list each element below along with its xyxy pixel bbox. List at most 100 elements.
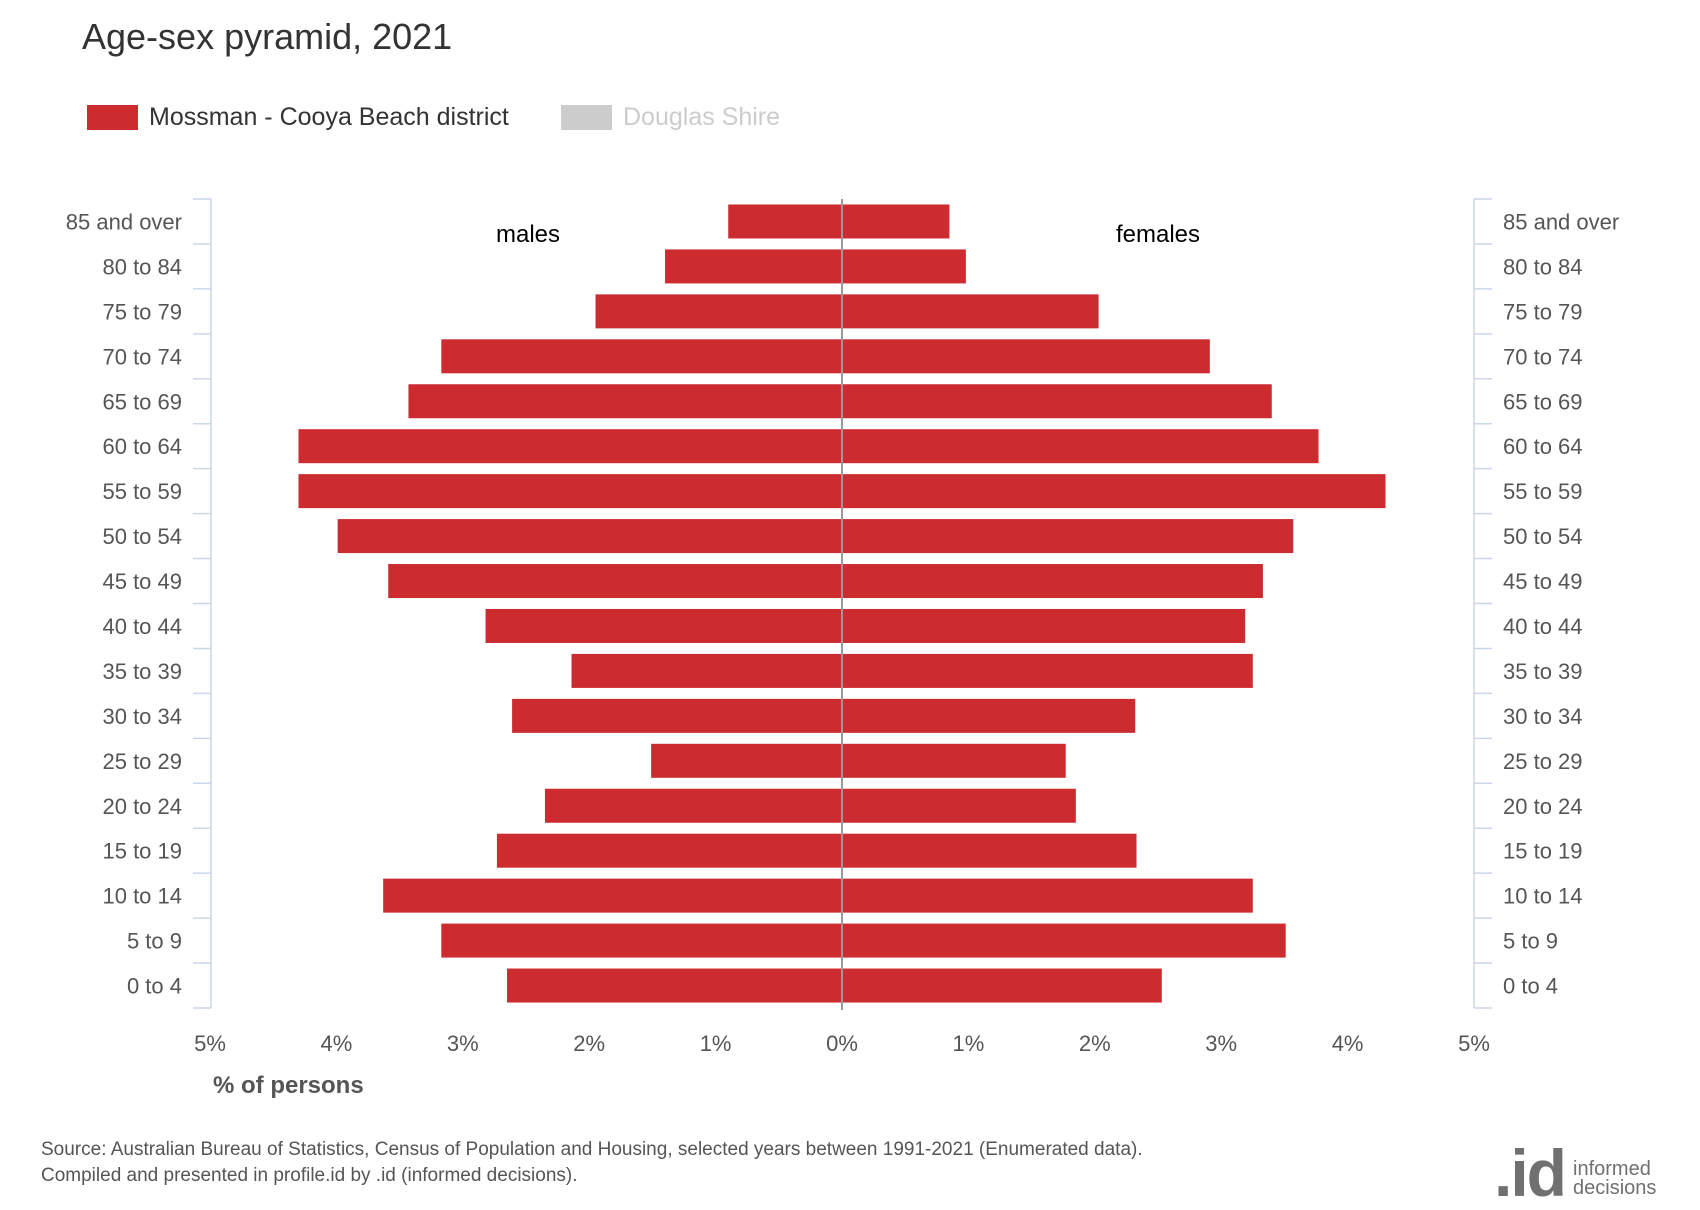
bar-female-5[interactable] (842, 429, 1319, 464)
x-axis-title: % of persons (213, 1072, 364, 1099)
bar-male-5[interactable] (298, 429, 843, 464)
bar-female-16[interactable] (842, 923, 1286, 958)
age-label-left: 80 to 84 (102, 254, 182, 279)
x-tick-label: 0% (826, 1031, 858, 1056)
bar-male-8[interactable] (388, 564, 842, 599)
logo-text-line-2: decisions (1573, 1177, 1657, 1199)
bar-female-15[interactable] (842, 878, 1253, 913)
age-label-right: 80 to 84 (1503, 254, 1583, 279)
age-label-right: 75 to 79 (1503, 299, 1583, 324)
age-label-right: 5 to 9 (1503, 929, 1558, 954)
age-label-left: 5 to 9 (127, 929, 182, 954)
x-tick-label: 2% (1079, 1031, 1111, 1056)
bar-male-14[interactable] (496, 833, 842, 868)
x-tick-label: 5% (194, 1031, 226, 1056)
bar-male-6[interactable] (298, 474, 843, 509)
bar-female-6[interactable] (842, 474, 1386, 509)
bar-female-9[interactable] (842, 608, 1246, 643)
bars (298, 204, 1386, 1003)
age-label-right: 85 and over (1503, 209, 1619, 234)
x-tick-label: 4% (1332, 1031, 1364, 1056)
bar-male-15[interactable] (383, 878, 842, 913)
bar-female-13[interactable] (842, 788, 1076, 823)
age-label-right: 10 to 14 (1503, 884, 1583, 909)
age-label-left: 35 to 39 (102, 659, 182, 684)
source-note: Source: Australian Bureau of Statistics,… (41, 1137, 1143, 1189)
bar-male-11[interactable] (512, 698, 842, 733)
bar-female-1[interactable] (842, 249, 966, 284)
x-tick-label: 3% (1205, 1031, 1237, 1056)
age-label-right: 35 to 39 (1503, 659, 1583, 684)
age-label-left: 40 to 44 (102, 614, 182, 639)
age-label-left: 70 to 74 (102, 344, 182, 369)
bar-female-17[interactable] (842, 968, 1162, 1003)
bar-male-1[interactable] (665, 249, 842, 284)
age-label-left: 0 to 4 (127, 974, 182, 999)
age-label-left: 60 to 64 (102, 434, 182, 459)
legend-swatch-douglas-shire (561, 104, 612, 130)
logo-mark: .id (1494, 1136, 1567, 1210)
age-label-right: 65 to 69 (1503, 389, 1583, 414)
bar-female-11[interactable] (842, 698, 1136, 733)
bar-female-0[interactable] (842, 204, 950, 239)
age-label-left: 30 to 34 (102, 704, 182, 729)
x-tick-label: 1% (700, 1031, 732, 1056)
bar-male-13[interactable] (544, 788, 842, 823)
legend-label-mossman: Mossman - Cooya Beach district (149, 102, 509, 131)
bar-female-3[interactable] (842, 339, 1210, 374)
bar-male-4[interactable] (408, 384, 842, 419)
age-label-right: 15 to 19 (1503, 839, 1583, 864)
age-labels: 85 and over 85 and over 80 to 84 80 to 84 75… (66, 209, 1619, 998)
age-label-left: 15 to 19 (102, 839, 182, 864)
age-label-right: 55 to 59 (1503, 479, 1583, 504)
bar-male-2[interactable] (595, 294, 842, 329)
age-label-left: 55 to 59 (102, 479, 182, 504)
x-tick-label: 4% (321, 1031, 353, 1056)
age-label-left: 25 to 29 (102, 749, 182, 774)
bar-female-8[interactable] (842, 564, 1263, 599)
age-label-right: 45 to 49 (1503, 569, 1583, 594)
bar-male-16[interactable] (441, 923, 842, 958)
age-label-left: 20 to 24 (102, 794, 182, 819)
age-label-left: 75 to 79 (102, 299, 182, 324)
legend-item-douglas-shire[interactable]: Douglas Shire (561, 100, 780, 134)
age-label-left: 10 to 14 (102, 884, 182, 909)
age-label-right: 60 to 64 (1503, 434, 1583, 459)
x-tick-label: 1% (953, 1031, 985, 1056)
source-line-2: Compiled and presented in profile.id by … (41, 1165, 578, 1186)
bar-female-14[interactable] (842, 833, 1137, 868)
age-label-right: 0 to 4 (1503, 974, 1558, 999)
bar-male-3[interactable] (441, 339, 842, 374)
males-label: males (496, 221, 560, 248)
age-label-left: 85 and over (66, 209, 182, 234)
tick-labels: 5% 4% 3% 2% 1% 0% 1% 2% 3% 4% 5% (194, 1031, 1490, 1056)
legend-item-mossman[interactable]: Mossman - Cooya Beach district (87, 100, 509, 134)
bar-female-4[interactable] (842, 384, 1272, 419)
bar-female-2[interactable] (842, 294, 1099, 329)
bar-male-12[interactable] (651, 743, 842, 778)
chart-title: Age-sex pyramid, 2021 (82, 16, 453, 57)
bar-female-12[interactable] (842, 743, 1066, 778)
legend-swatch-mossman (87, 104, 138, 130)
bar-male-9[interactable] (485, 608, 842, 643)
age-label-right: 30 to 34 (1503, 704, 1583, 729)
bar-male-0[interactable] (728, 204, 842, 239)
bar-female-10[interactable] (842, 653, 1253, 688)
legend-label-douglas-shire: Douglas Shire (623, 102, 781, 131)
age-label-left: 45 to 49 (102, 569, 182, 594)
bar-male-10[interactable] (571, 653, 842, 688)
bar-male-7[interactable] (337, 519, 842, 554)
source-line-1: Source: Australian Bureau of Statistics,… (41, 1139, 1143, 1160)
age-label-right: 70 to 74 (1503, 344, 1583, 369)
bar-male-17[interactable] (507, 968, 842, 1003)
age-label-left: 65 to 69 (102, 389, 182, 414)
axis-lines (193, 198, 1492, 1009)
logo-text: informed decisions (1573, 1159, 1657, 1199)
age-label-left: 50 to 54 (102, 524, 182, 549)
age-label-right: 20 to 24 (1503, 794, 1583, 819)
bar-female-7[interactable] (842, 519, 1294, 554)
x-tick-label: 3% (447, 1031, 479, 1056)
x-tick-label: 2% (573, 1031, 605, 1056)
age-label-right: 25 to 29 (1503, 749, 1583, 774)
